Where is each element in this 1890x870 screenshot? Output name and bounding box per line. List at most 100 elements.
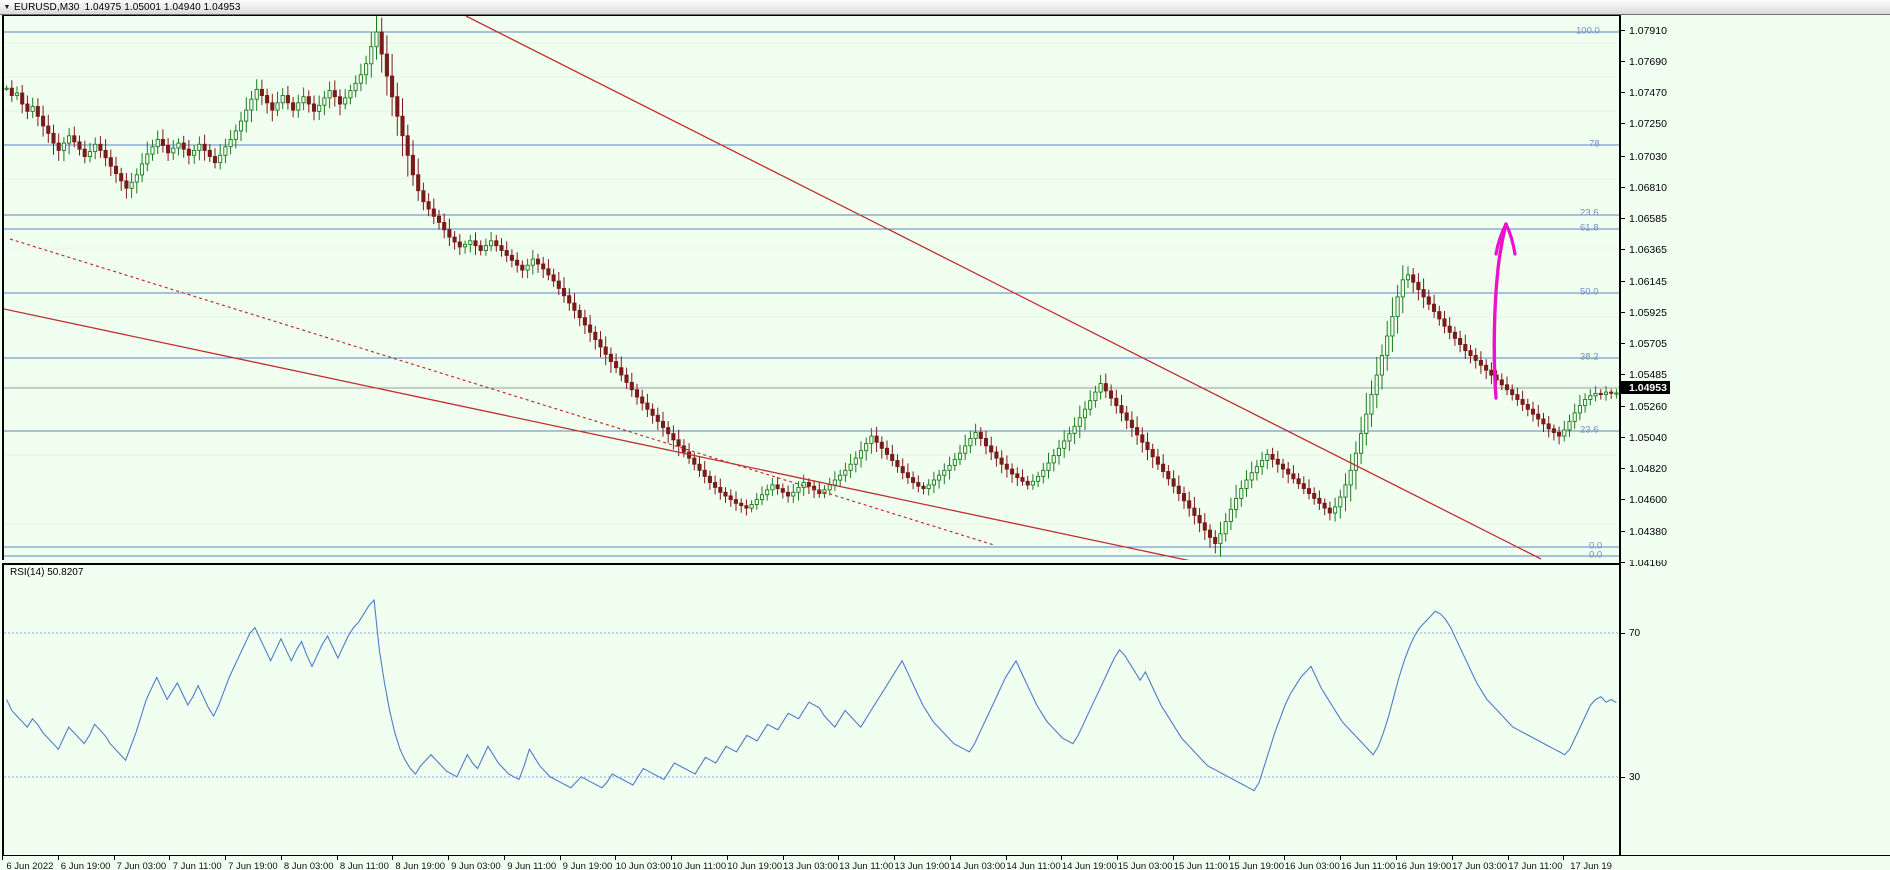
fib-label-78: 78 xyxy=(1589,138,1600,150)
candlestick-series xyxy=(4,16,1619,557)
time-axis-tick xyxy=(615,856,617,860)
time-scale[interactable]: 6 Jun 2022 6 Jun 19:00 7 Jun 03:00 7 Jun 11… xyxy=(2,855,1890,870)
time-axis-tick xyxy=(1563,856,1565,860)
time-axis-label: 14 Jun 11:00 xyxy=(1006,861,1061,870)
rsi-tick-30: 30 xyxy=(1621,772,1640,783)
time-axis-label: 17 Jun 03:00 xyxy=(1452,861,1508,870)
time-axis-label: 6 Jun 2022 xyxy=(6,861,54,870)
time-axis-tick xyxy=(57,856,59,860)
price-scale[interactable]: 1.07910 1.07690 1.07470 1.07250 1.07030 … xyxy=(1619,15,1890,560)
price-tick: 1.04160 xyxy=(1621,560,1667,569)
price-tick: 1.05705 xyxy=(1621,338,1667,350)
price-tick: 1.06810 xyxy=(1621,182,1667,194)
time-axis-label: 16 Jun 19:00 xyxy=(1396,861,1452,870)
trendline-upper-resistance xyxy=(465,16,1542,560)
price-tick: 1.05485 xyxy=(1621,369,1667,381)
time-axis-label: 9 Jun 03:00 xyxy=(451,861,501,870)
price-tick: 1.05925 xyxy=(1621,307,1667,319)
time-axis-tick xyxy=(392,856,394,860)
time-axis-label: 17 Jun 11:00 xyxy=(1508,861,1563,870)
trendlines xyxy=(4,16,1542,560)
time-axis-tick xyxy=(949,856,951,860)
rsi-bands xyxy=(4,632,1619,778)
arrow-head-left xyxy=(1494,222,1508,256)
ohlc-label: 1.04975 1.05001 1.04940 1.04953 xyxy=(84,1,241,13)
time-axis-label: 17 Jun 19 xyxy=(1570,861,1612,870)
time-axis-label: 7 Jun 19:00 xyxy=(228,861,278,870)
fibonacci-levels xyxy=(4,31,1619,557)
time-axis-label: 13 Jun 03:00 xyxy=(783,861,838,870)
time-axis-tick xyxy=(113,856,115,860)
fib-label-382: 38.2 xyxy=(1580,351,1599,363)
time-axis-tick xyxy=(1228,856,1230,860)
time-axis-label: 6 Jun 19:00 xyxy=(60,861,111,870)
time-axis-tick xyxy=(1117,856,1119,860)
fib-label-50: 50.0 xyxy=(1580,286,1599,298)
time-axis-label: 13 Jun 19:00 xyxy=(894,861,950,870)
trendline-dashed-midline xyxy=(9,238,995,546)
time-axis-label: 10 Jun 03:00 xyxy=(615,861,671,870)
bullish-arrow-annotation xyxy=(1492,222,1517,400)
price-tick: 1.05260 xyxy=(1621,401,1667,413)
time-axis-label: 8 Jun 03:00 xyxy=(283,861,334,870)
time-axis-tick xyxy=(782,856,784,860)
price-tick: 1.07690 xyxy=(1621,56,1667,68)
price-tick: 1.04820 xyxy=(1621,463,1667,475)
rsi-scale[interactable]: 100 70 30 xyxy=(1619,563,1890,855)
time-axis-tick xyxy=(1284,856,1286,860)
price-pane[interactable] xyxy=(2,15,1619,560)
fib-label-236-upper: 23.6 xyxy=(1580,207,1599,219)
fib-label-100: 100.0 xyxy=(1576,25,1600,37)
time-axis-tick xyxy=(1340,856,1342,860)
grid-lines xyxy=(4,42,1619,525)
time-axis-label: 16 Jun 11:00 xyxy=(1340,861,1396,870)
time-axis-tick xyxy=(336,856,338,860)
time-axis-label: 15 Jun 11:00 xyxy=(1173,861,1228,870)
price-scale-lower: 1.04160 xyxy=(1619,560,1890,590)
time-axis-label: 9 Jun 19:00 xyxy=(562,861,613,870)
rsi-indicator-pane[interactable]: RSI(14) 50.8207 xyxy=(2,563,1619,855)
time-axis-tick xyxy=(169,856,171,860)
time-axis-label: 16 Jun 03:00 xyxy=(1284,861,1340,870)
time-axis-label: 15 Jun 19:00 xyxy=(1229,861,1285,870)
chart-titlebar: ▼ EURUSD,M30 1.04975 1.05001 1.04940 1.04… xyxy=(0,0,1890,15)
time-axis-label: 7 Jun 03:00 xyxy=(116,861,167,870)
time-axis-label: 7 Jun 11:00 xyxy=(172,861,222,870)
time-axis-tick xyxy=(1396,856,1397,860)
current-price-label: 1.04953 xyxy=(1621,381,1670,394)
time-axis-tick xyxy=(280,856,282,860)
time-axis-tick xyxy=(838,856,840,860)
time-axis-label: 14 Jun 03:00 xyxy=(950,861,1006,870)
chart-title-symbol: EURUSD,M30 1.04975 1.05001 1.04940 1.0495… xyxy=(14,2,241,13)
time-axis-label: 8 Jun 19:00 xyxy=(395,861,446,870)
time-axis-tick xyxy=(894,856,896,860)
time-axis-tick xyxy=(448,856,450,860)
rsi-line-series xyxy=(6,598,1617,792)
arrow-head-right xyxy=(1504,222,1517,256)
price-tick: 1.04380 xyxy=(1621,526,1667,538)
time-axis-label: 10 Jun 11:00 xyxy=(671,861,727,870)
time-axis-tick xyxy=(559,856,561,860)
price-tick: 1.06585 xyxy=(1621,213,1667,225)
fib-label-618: 61.8 xyxy=(1580,222,1599,234)
price-tick: 1.07470 xyxy=(1621,87,1667,99)
time-axis-tick xyxy=(2,856,3,860)
fib-label-0-upper: 0.0 xyxy=(1589,540,1603,552)
rsi-indicator-label: RSI(14) 50.8207 xyxy=(10,567,84,578)
price-tick: 1.06365 xyxy=(1621,244,1667,256)
time-axis-tick xyxy=(1451,856,1453,860)
time-axis-label: 14 Jun 19:00 xyxy=(1061,861,1117,870)
price-tick: 1.04600 xyxy=(1621,494,1667,506)
time-axis-tick xyxy=(1172,856,1174,860)
chevron-down-icon[interactable]: ▼ xyxy=(3,3,11,11)
time-axis-label: 8 Jun 11:00 xyxy=(339,861,389,870)
price-tick: 1.07030 xyxy=(1621,151,1667,163)
time-axis-tick xyxy=(503,856,505,860)
time-axis-tick xyxy=(1005,856,1007,860)
price-tick: 1.05040 xyxy=(1621,432,1667,444)
fib-label-0-lower: 0.0 xyxy=(1589,549,1603,561)
price-tick: 1.06145 xyxy=(1621,276,1667,288)
price-plot-svg xyxy=(4,16,1619,560)
time-axis-label: 9 Jun 11:00 xyxy=(507,861,557,870)
time-axis-label: 10 Jun 19:00 xyxy=(727,861,783,870)
